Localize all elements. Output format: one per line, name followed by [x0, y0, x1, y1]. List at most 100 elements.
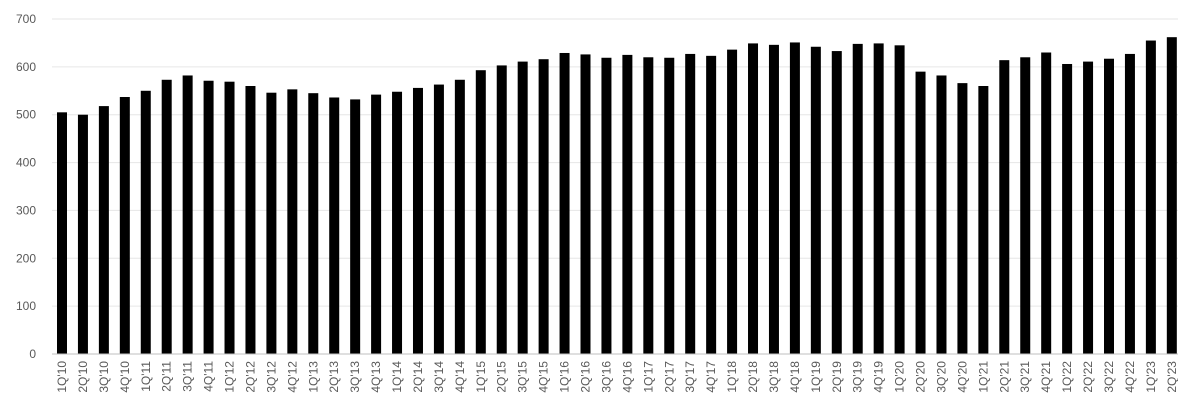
x-tick-label: 4Q'20 [955, 361, 969, 393]
bar [57, 112, 67, 354]
x-tick-label: 1Q'23 [1144, 361, 1158, 393]
bar [894, 45, 905, 354]
bar [1166, 37, 1177, 354]
bar [706, 55, 717, 354]
x-tick-label: 2Q'17 [662, 361, 676, 393]
x-tick-label: 3Q'13 [348, 361, 362, 393]
x-tick-label: 4Q'10 [118, 361, 132, 393]
bar [643, 57, 654, 355]
bar [203, 80, 214, 354]
x-tick-label: 4Q'18 [788, 361, 802, 393]
bar [496, 65, 507, 355]
x-tick-label: 3Q'22 [1102, 361, 1116, 393]
bar [538, 59, 549, 354]
bar [1104, 58, 1114, 354]
x-tick-label: 2Q'11 [160, 361, 174, 392]
x-tick-label: 1Q'20 [893, 361, 907, 393]
x-tick-label: 4Q'16 [620, 361, 634, 393]
bar [454, 79, 465, 355]
x-tick-label: 2Q'14 [411, 361, 425, 393]
x-tick-label: 3Q'16 [599, 361, 613, 393]
y-tick-label: 600 [16, 60, 36, 74]
bar [915, 71, 926, 355]
bar [622, 54, 633, 355]
bars [57, 37, 1177, 355]
bar [789, 42, 800, 354]
x-tick-label: 2Q'18 [746, 361, 760, 393]
x-tick-label: 3Q'14 [432, 361, 446, 393]
bar [350, 99, 361, 355]
x-tick-label: 1Q'16 [558, 361, 572, 393]
x-tick-label: 1Q'22 [1060, 361, 1074, 393]
x-tick-label: 2Q'20 [914, 361, 928, 393]
bar [475, 70, 486, 354]
bar [224, 81, 235, 354]
x-tick-label: 4Q'12 [285, 361, 299, 393]
x-tick-label: 3Q'19 [851, 361, 865, 393]
bar [810, 46, 821, 354]
x-tick-label: 1Q'19 [809, 361, 823, 393]
x-tick-label: 2Q'13 [327, 361, 341, 393]
x-tick-label: 1Q'12 [223, 361, 237, 393]
bar [601, 57, 612, 355]
bar [412, 87, 423, 355]
y-tick-label: 400 [16, 156, 36, 170]
x-tick-label: 3Q'11 [181, 361, 195, 392]
bar [978, 86, 989, 354]
bar [1020, 57, 1031, 355]
x-tick-label: 1Q'13 [306, 361, 320, 393]
bar [727, 49, 738, 354]
x-tick-label: 4Q'17 [704, 361, 718, 393]
bar [1124, 53, 1135, 354]
bar [664, 57, 675, 355]
x-tick-label: 1Q'10 [55, 361, 69, 393]
bar [329, 97, 340, 354]
bar [957, 83, 968, 354]
x-tick-label: 3Q'20 [934, 361, 948, 393]
x-tick-label: 2Q'15 [495, 361, 509, 393]
bar [852, 43, 863, 355]
bar [580, 54, 591, 355]
x-tick-label: 4Q'22 [1123, 361, 1137, 393]
bar [1145, 40, 1156, 355]
bar [1062, 63, 1073, 354]
y-tick-label: 300 [16, 203, 36, 217]
bar [559, 52, 570, 354]
x-tick-label: 3Q'18 [767, 361, 781, 393]
x-tick-label: 3Q'15 [516, 361, 530, 393]
bar [748, 43, 759, 355]
x-tick-label: 1Q'14 [390, 361, 404, 393]
bar [77, 114, 88, 354]
y-tick-label: 200 [16, 251, 36, 265]
x-tick-label: 1Q'15 [474, 361, 488, 393]
bar [999, 60, 1010, 355]
x-tick-label: 2Q'23 [1165, 361, 1178, 393]
bar [98, 106, 109, 354]
bar [392, 91, 403, 354]
x-tick-label: 4Q'15 [537, 361, 551, 393]
bar [936, 75, 947, 354]
x-tick-label: 1Q'18 [725, 361, 739, 393]
x-tick-label: 3Q'12 [264, 361, 278, 393]
x-tick-label: 2Q'19 [830, 361, 844, 393]
bar [119, 97, 130, 354]
x-tick-label: 3Q'17 [683, 361, 697, 393]
bar [517, 61, 528, 354]
bar [266, 92, 277, 354]
x-tick-label: 1Q'17 [641, 361, 655, 393]
x-tick-label: 4Q'13 [369, 361, 383, 393]
bar [245, 86, 256, 354]
bar [433, 84, 444, 355]
y-tick-label: 100 [16, 299, 36, 313]
x-tick-label: 4Q'11 [202, 361, 216, 392]
x-tick-label: 2Q'21 [997, 361, 1011, 393]
bar [873, 43, 884, 355]
y-tick-label: 500 [16, 108, 36, 122]
bar [831, 51, 842, 355]
bar [308, 93, 319, 354]
bar [161, 79, 172, 355]
x-tick-label: 2Q'12 [243, 361, 257, 393]
y-axis-ticks: 0 100 200 300 400 500 600 700 [16, 12, 36, 361]
y-tick-label: 700 [16, 12, 36, 26]
bar [768, 44, 779, 354]
